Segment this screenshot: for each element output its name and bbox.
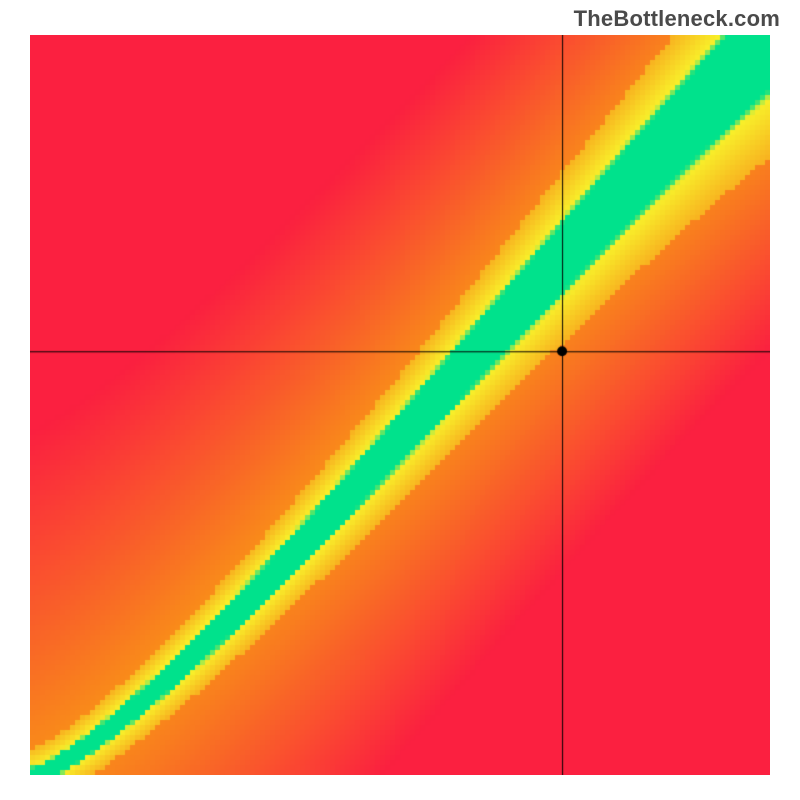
bottleneck-heatmap: [30, 35, 770, 775]
watermark-text: TheBottleneck.com: [574, 6, 780, 32]
